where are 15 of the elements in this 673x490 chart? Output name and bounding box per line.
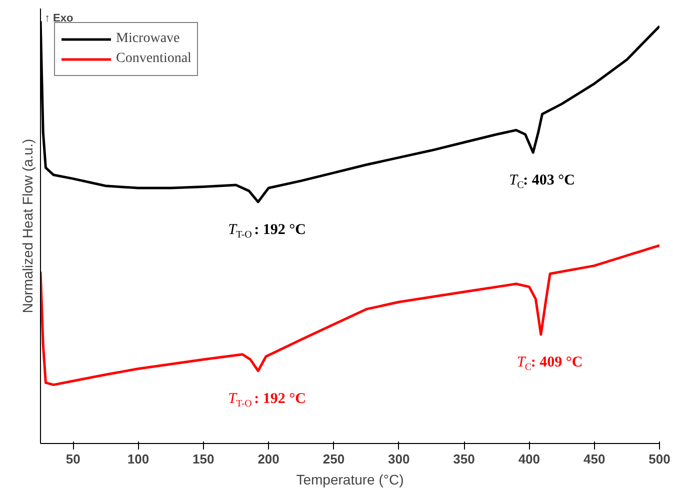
legend-label: Conventional [116,51,192,67]
x-tick-label: 250 [322,452,345,466]
x-tick-label: 300 [388,452,410,466]
annotation: ↑ Exo [44,12,74,24]
x-axis-title: Temperature (°C) [296,472,404,488]
x-tick-label: 350 [453,452,475,466]
legend-label: Microwave [116,31,180,47]
x-tick-label: 450 [583,452,606,466]
x-tick-label: 200 [258,452,280,466]
x-tick-label: 500 [648,452,670,466]
x-tick-label: 50 [66,452,80,466]
x-tick-label: 100 [127,452,150,466]
x-tick-label: 400 [518,452,540,466]
y-axis-title: Normalized Heat Flow (a.u.) [20,138,36,314]
x-tick-label: 150 [192,452,214,466]
